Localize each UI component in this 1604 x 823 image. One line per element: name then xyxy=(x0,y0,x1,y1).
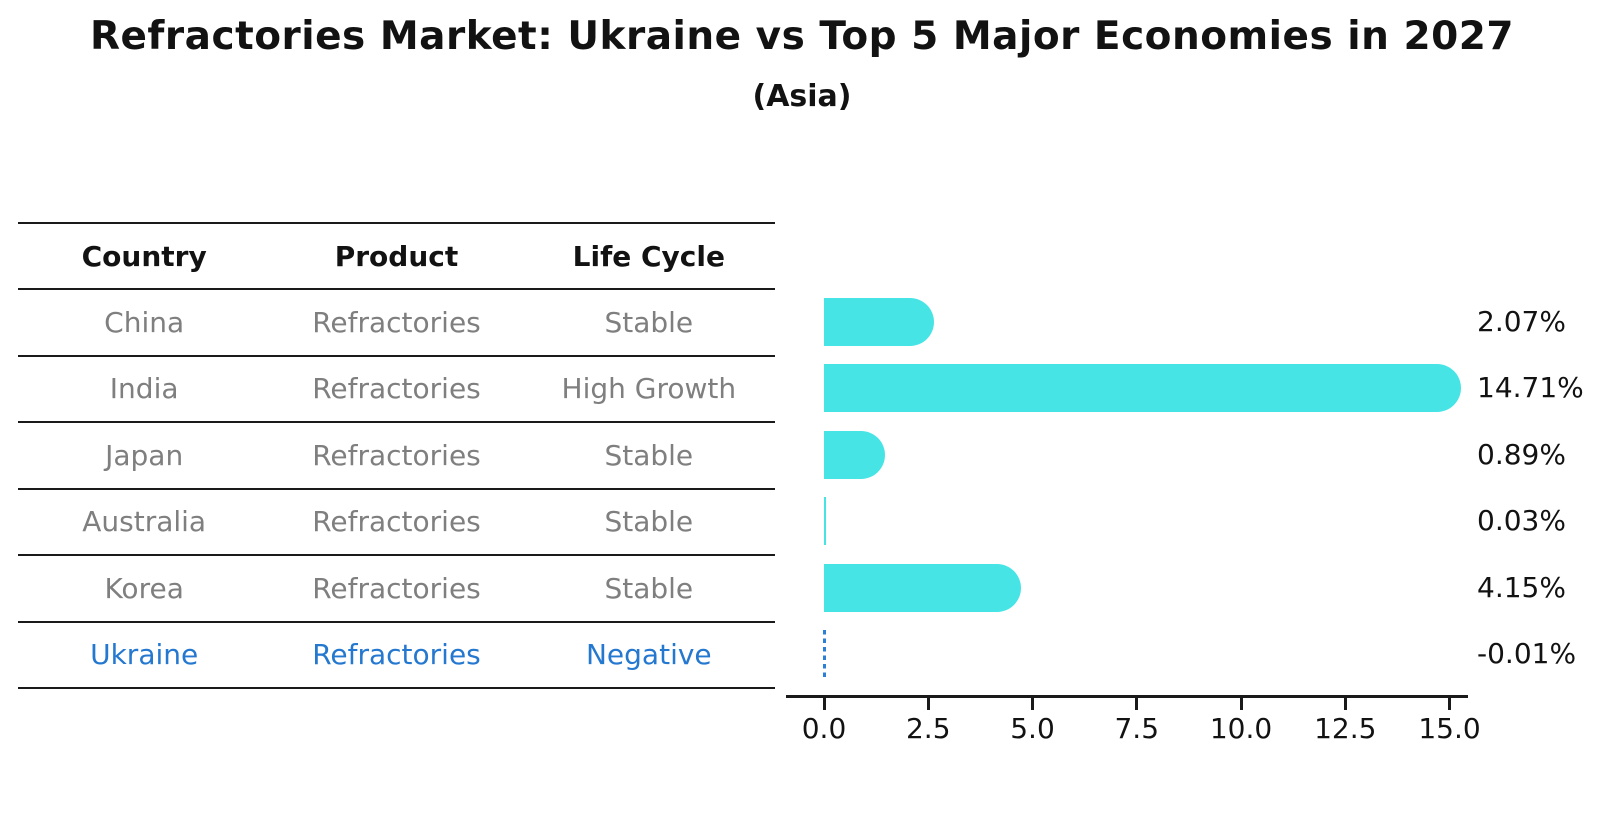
table-row: Japan Refractories Stable xyxy=(18,421,775,488)
country-table: Country Product Life Cycle China Refract… xyxy=(18,222,775,689)
bar-value-label: 2.07% xyxy=(1477,304,1566,338)
bar-value-label: 4.15% xyxy=(1477,570,1566,604)
x-axis-line xyxy=(786,695,1468,698)
cell-product: Refractories xyxy=(312,372,481,406)
table-row: China Refractories Stable xyxy=(18,288,775,355)
x-axis-tick-label: 12.5 xyxy=(1314,712,1377,745)
cell-life-cycle: Stable xyxy=(604,505,694,539)
chart-bar xyxy=(824,497,826,546)
chart-bar xyxy=(824,563,1022,612)
chart-title: Refractories Market: Ukraine vs Top 5 Ma… xyxy=(89,14,1515,59)
cell-product: Refractories xyxy=(312,638,481,672)
x-axis-tick xyxy=(1239,696,1243,710)
cell-product: Refractories xyxy=(312,438,481,472)
table-row: Korea Refractories Stable xyxy=(18,554,775,621)
cell-life-cycle: Stable xyxy=(604,305,694,339)
x-axis-tick xyxy=(1135,696,1139,710)
cell-life-cycle: High Growth xyxy=(561,372,737,406)
cell-life-cycle: Stable xyxy=(604,438,694,472)
cell-life-cycle: Negative xyxy=(585,638,712,672)
x-axis-tick-label: 10.0 xyxy=(1209,712,1273,745)
chart-subtitle: (Asia) xyxy=(752,79,852,114)
table-row: Australia Refractories Stable xyxy=(18,487,775,555)
cell-country: Japan xyxy=(105,438,184,472)
bar-value-label: 0.03% xyxy=(1477,504,1566,538)
bar-value-label: 0.89% xyxy=(1477,437,1566,471)
cell-life-cycle: Stable xyxy=(604,571,694,605)
x-axis-tick-label: 0.0 xyxy=(801,712,847,745)
bar-value-label: -0.01% xyxy=(1477,637,1577,671)
cell-product: Refractories xyxy=(312,571,481,605)
x-axis-tick xyxy=(822,696,826,710)
column-header-product: Product xyxy=(334,239,459,273)
x-axis-tick-label: 7.5 xyxy=(1114,712,1160,745)
x-axis-tick xyxy=(1031,696,1034,710)
table-row: India Refractories High Growth xyxy=(18,354,775,422)
negative-dashed-marker xyxy=(823,630,826,679)
x-axis-tick-label: 15.0 xyxy=(1418,712,1481,745)
column-header-life-cycle: Life Cycle xyxy=(572,239,725,273)
cell-country: Australia xyxy=(82,505,207,539)
x-axis-tick-label: 2.5 xyxy=(905,712,951,745)
table-header-row: Country Product Life Cycle xyxy=(18,222,775,288)
cell-product: Refractories xyxy=(312,505,481,539)
cell-product: Refractories xyxy=(312,305,481,339)
chart-bar xyxy=(824,430,886,479)
cell-country: Korea xyxy=(104,571,184,605)
bar-value-label: 14.71% xyxy=(1477,371,1584,405)
chart-bar xyxy=(824,364,1462,413)
cell-country: China xyxy=(104,305,185,339)
x-axis-tick xyxy=(1448,696,1451,710)
chart-bar xyxy=(824,297,935,346)
x-axis-tick xyxy=(1343,696,1347,710)
x-axis-tick-label: 5.0 xyxy=(1010,712,1055,745)
x-axis-tick xyxy=(926,696,930,710)
cell-country: Ukraine xyxy=(90,638,199,672)
cell-country: India xyxy=(109,372,179,406)
column-header-country: Country xyxy=(81,239,207,273)
table-row: Ukraine Refractories Negative xyxy=(18,620,775,688)
